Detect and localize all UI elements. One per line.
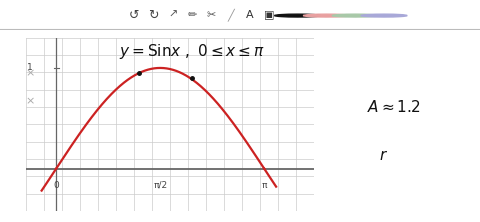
Text: $y = \mathrm{Sin}x\ ,\ 0 \leq x \leq \pi$: $y = \mathrm{Sin}x\ ,\ 0 \leq x \leq \pi… [119, 42, 265, 61]
Text: $A \approx 1.2$: $A \approx 1.2$ [367, 99, 420, 115]
Circle shape [361, 14, 407, 17]
Text: 0: 0 [53, 181, 59, 190]
Text: ×: × [25, 96, 35, 106]
Text: ╱: ╱ [227, 9, 234, 21]
Text: $r$: $r$ [380, 148, 388, 163]
Circle shape [332, 14, 378, 17]
Text: ✂: ✂ [206, 10, 216, 20]
Circle shape [303, 14, 349, 17]
Circle shape [275, 14, 321, 17]
Text: π/2: π/2 [153, 181, 167, 190]
Text: ↗: ↗ [168, 10, 178, 20]
Text: π: π [262, 181, 267, 190]
Text: 1: 1 [27, 63, 33, 72]
Text: ▣: ▣ [264, 10, 274, 20]
Text: A: A [246, 10, 253, 20]
Text: ↺: ↺ [129, 8, 140, 22]
Text: ↻: ↻ [148, 8, 159, 22]
Text: ✏: ✏ [187, 10, 197, 20]
Text: ×: × [25, 68, 35, 78]
